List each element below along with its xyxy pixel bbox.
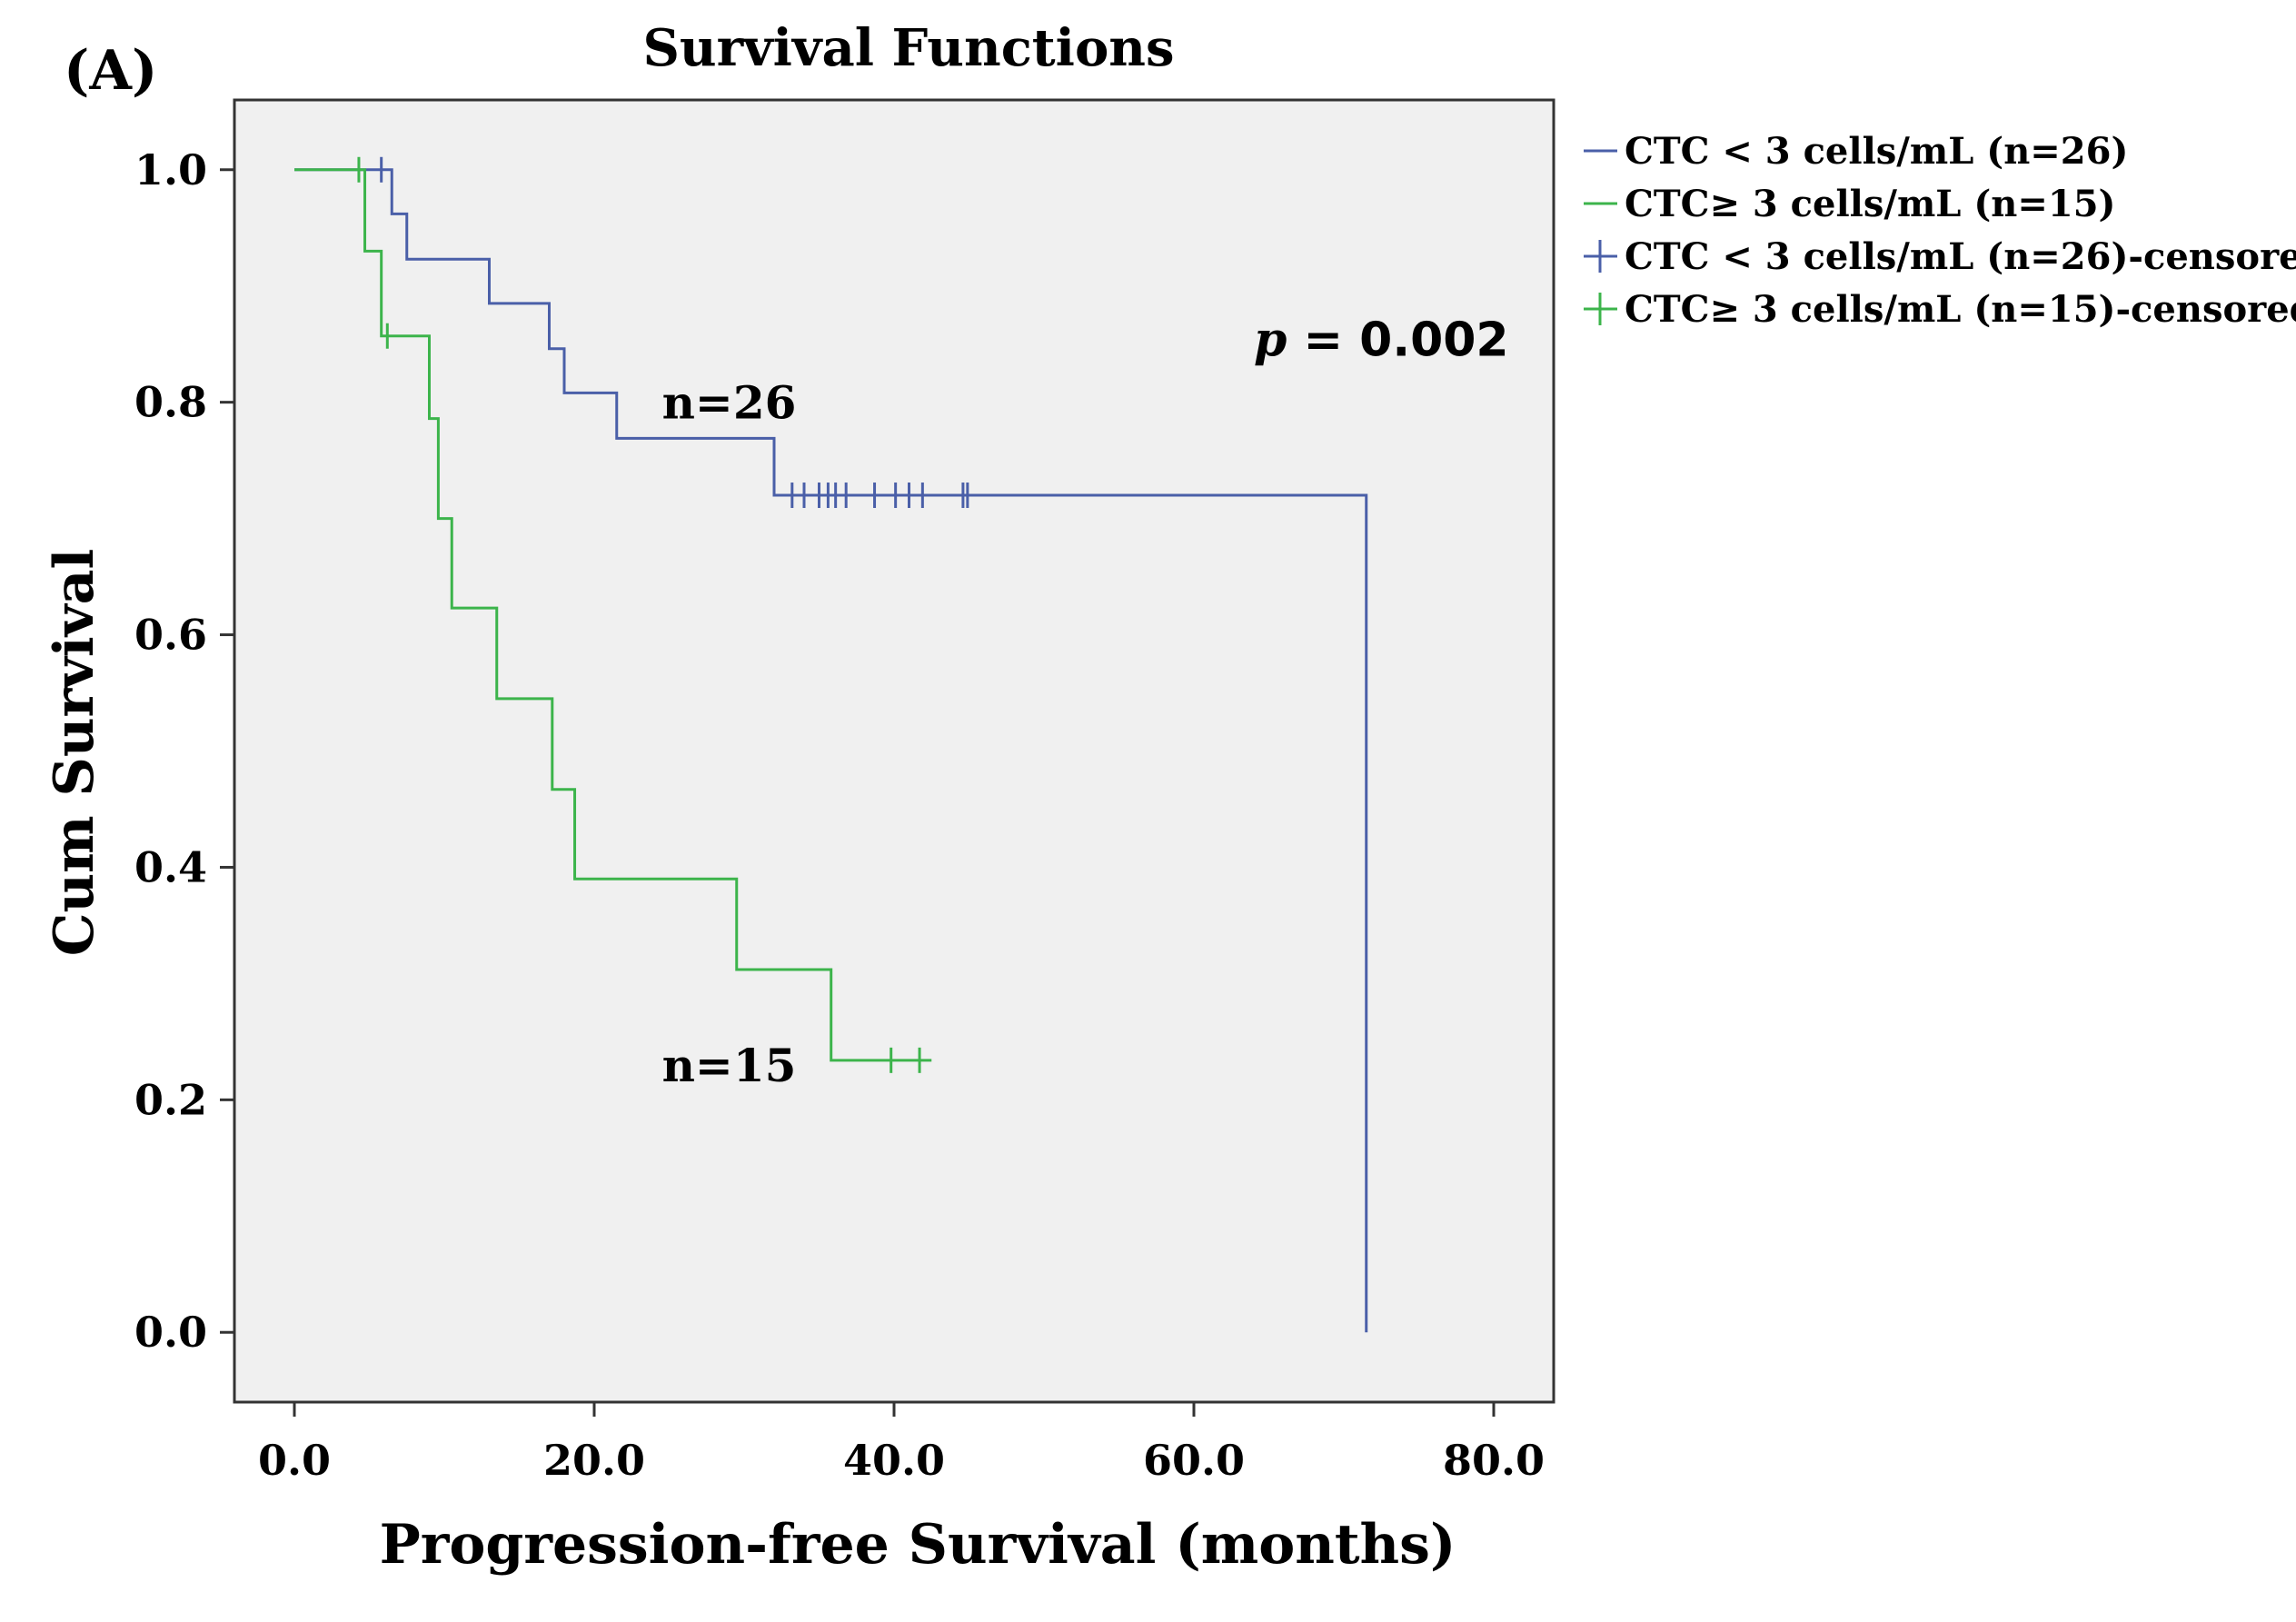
legend-label-ctc-ge3: CTC≥ 3 cells/mL (n=15) <box>1625 183 2115 225</box>
p-value-annotation: p = 0.002 <box>1254 312 1509 367</box>
x-tick-label: 80.0 <box>1443 1436 1545 1485</box>
x-tick-label: 20.0 <box>543 1436 645 1485</box>
legend: CTC < 3 cells/mL (n=26) CTC≥ 3 cells/mL … <box>1584 130 2296 331</box>
series-annotation-n15: n=15 <box>662 1039 797 1092</box>
legend-swatch-ctc-ge3-censored <box>1584 293 1617 325</box>
axes-group: 0.0 20.0 40.0 60.0 80.0 0.0 0.2 0.4 0.6 0.8 1.0 <box>134 145 1545 1485</box>
y-tick-label: 0.8 <box>134 378 207 427</box>
series-annotation-n26: n=26 <box>662 376 797 430</box>
legend-label-ctc-lt3-censored: CTC < 3 cells/mL (n=26)-censored <box>1625 235 2296 278</box>
chart-title: Survival Functions <box>642 18 1174 78</box>
y-tick-label: 0.6 <box>134 611 207 660</box>
legend-label-ctc-lt3: CTC < 3 cells/mL (n=26) <box>1625 130 2128 173</box>
panel-label: (A) <box>64 39 157 103</box>
x-tick-label: 40.0 <box>843 1436 945 1485</box>
y-axis-title: Cum Survival <box>43 549 106 957</box>
y-tick-label: 0.0 <box>134 1308 207 1357</box>
legend-swatch-ctc-lt3-censored <box>1584 240 1617 273</box>
plot-area <box>233 98 1556 1404</box>
x-axis-title: Progression-free Survival (months) <box>380 1513 1456 1577</box>
x-tick-label: 60.0 <box>1143 1436 1245 1485</box>
legend-label-ctc-ge3-censored: CTC≥ 3 cells/mL (n=15)-censored <box>1625 288 2296 331</box>
y-tick-label: 0.2 <box>134 1075 207 1124</box>
series-layer <box>294 156 1368 1333</box>
survival-curve-series-0 <box>294 168 1368 1333</box>
x-tick-label: 0.0 <box>258 1436 331 1485</box>
y-tick-label: 0.4 <box>134 842 207 891</box>
survival-curve-series-1 <box>294 168 932 1062</box>
y-tick-label: 1.0 <box>134 145 207 194</box>
